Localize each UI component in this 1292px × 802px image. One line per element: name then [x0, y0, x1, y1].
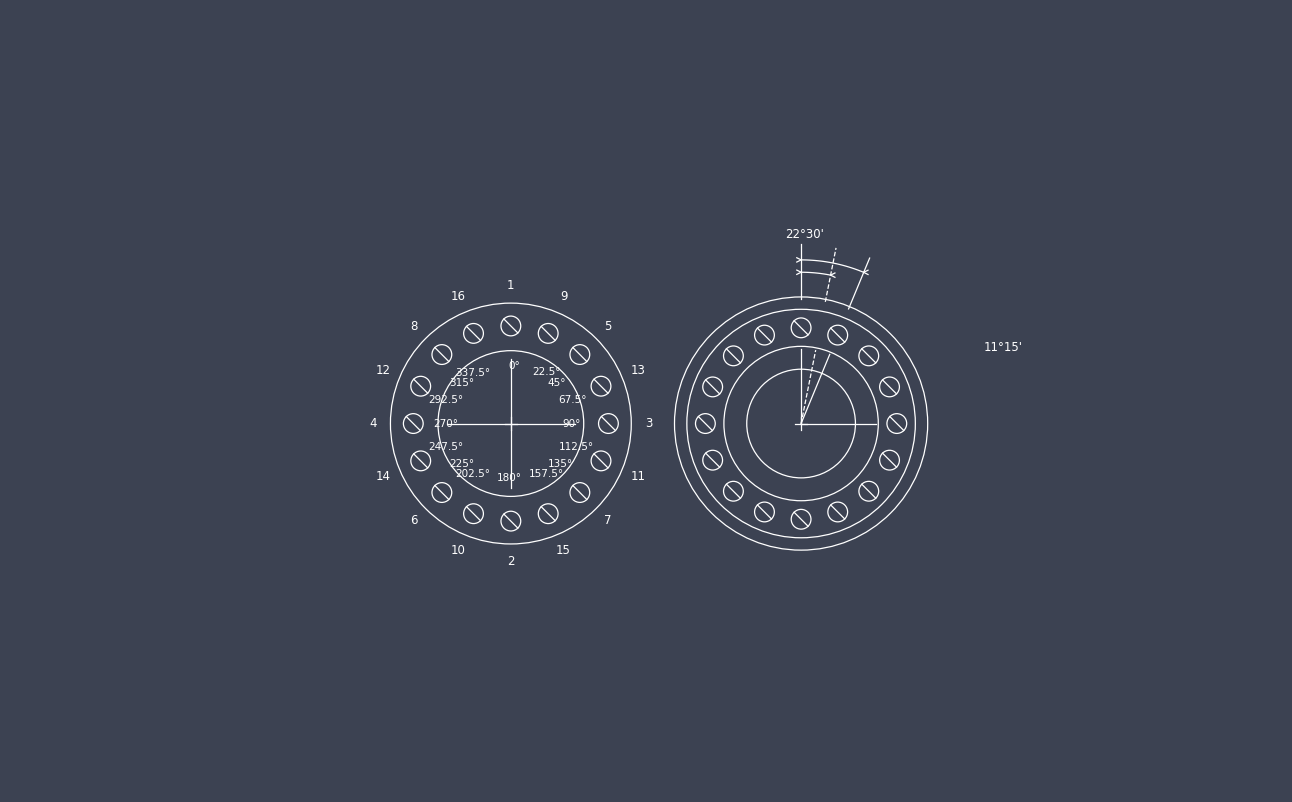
Text: 292.5°: 292.5°: [429, 395, 464, 404]
Text: 1: 1: [506, 279, 514, 292]
Text: 2: 2: [506, 555, 514, 568]
Text: 202.5°: 202.5°: [456, 469, 491, 480]
Text: 67.5°: 67.5°: [558, 395, 587, 404]
Text: 4: 4: [370, 417, 377, 430]
Text: 3: 3: [645, 417, 652, 430]
Text: 45°: 45°: [548, 379, 566, 388]
Text: 13: 13: [630, 364, 646, 377]
Text: 135°: 135°: [548, 459, 572, 468]
Text: 12: 12: [376, 364, 391, 377]
Text: 9: 9: [559, 290, 567, 303]
Text: 6: 6: [410, 514, 417, 528]
Text: 0°: 0°: [508, 361, 519, 371]
Text: 90°: 90°: [562, 419, 580, 428]
Text: 11°15': 11°15': [983, 341, 1022, 354]
Text: 315°: 315°: [450, 379, 474, 388]
Text: 270°: 270°: [433, 419, 459, 428]
Text: 8: 8: [410, 320, 417, 333]
Text: 337.5°: 337.5°: [456, 368, 491, 378]
Text: 7: 7: [605, 514, 612, 528]
Text: 14: 14: [376, 470, 391, 483]
Text: 16: 16: [451, 290, 465, 303]
Text: 15: 15: [556, 545, 571, 557]
Text: 22.5°: 22.5°: [532, 367, 561, 376]
Text: 180°: 180°: [497, 473, 522, 483]
Text: 22°30': 22°30': [784, 229, 823, 241]
Text: 10: 10: [451, 545, 465, 557]
Text: 112.5°: 112.5°: [558, 443, 593, 452]
Text: 225°: 225°: [450, 459, 474, 468]
Text: 157.5°: 157.5°: [528, 469, 563, 480]
Text: 247.5°: 247.5°: [429, 443, 464, 452]
Text: 5: 5: [605, 320, 612, 333]
Text: 11: 11: [630, 470, 646, 483]
